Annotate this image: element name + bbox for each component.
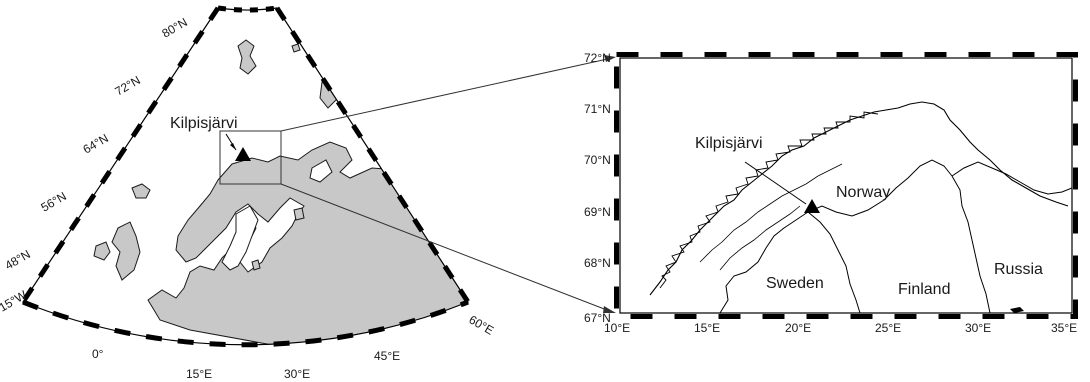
detail-lon-label: 10°E bbox=[604, 321, 630, 335]
detail-lon-label: 25°E bbox=[875, 321, 901, 335]
overview-lon-label: 45°E bbox=[374, 349, 400, 363]
overview-frame-top bbox=[217, 5, 278, 13]
detail-site-label: Kilpisjärvi bbox=[695, 135, 763, 152]
overview-map: Kilpisjärvi 80°N 72°N 64°N 56°N 48°N 15°… bbox=[0, 5, 497, 381]
detail-lon-label: 30°E bbox=[965, 321, 991, 335]
country-label-sweden: Sweden bbox=[766, 275, 824, 292]
detail-coastlines bbox=[649, 101, 1072, 313]
overview-lon-label: 30°E bbox=[284, 367, 310, 381]
detail-lon-label: 20°E bbox=[785, 321, 811, 335]
detail-lat-label: 69°N bbox=[584, 205, 611, 219]
connector-line-top bbox=[280, 57, 613, 132]
overview-frame-right bbox=[274, 6, 471, 304]
detail-lat-label: 72°N bbox=[584, 51, 611, 65]
overview-lat-label: 64°N bbox=[81, 131, 111, 157]
country-label-russia: Russia bbox=[994, 261, 1043, 278]
detail-site-pointer bbox=[744, 161, 807, 205]
detail-frame-outline bbox=[619, 57, 1073, 314]
overview-inset-box bbox=[219, 130, 282, 185]
overview-lat-label: 72°N bbox=[113, 73, 143, 99]
overview-lat-label: 56°N bbox=[39, 189, 69, 215]
overview-lat-label: 48°N bbox=[3, 247, 33, 273]
overview-lon-label: 0° bbox=[92, 347, 104, 361]
overview-pointer-arrowhead bbox=[230, 143, 236, 150]
connector-arrowhead-bottom bbox=[603, 306, 616, 313]
detail-lon-label: 35°E bbox=[1051, 321, 1077, 335]
connector-arrowhead-top bbox=[604, 55, 616, 62]
overview-site-label: Kilpisjärvi bbox=[170, 115, 238, 132]
detail-map: Kilpisjärvi Norway Sweden Finland Russia… bbox=[584, 51, 1078, 335]
detail-lat-label: 67°N bbox=[584, 311, 611, 325]
detail-lat-label: 70°N bbox=[584, 153, 611, 167]
detail-frame-ticks bbox=[614, 52, 1078, 319]
overview-frame-left bbox=[20, 6, 221, 304]
detail-lat-label: 71°N bbox=[584, 102, 611, 116]
connector-line-bottom bbox=[280, 183, 613, 313]
country-label-norway: Norway bbox=[836, 184, 890, 201]
detail-lon-label: 15°E bbox=[694, 321, 720, 335]
overview-site-marker bbox=[235, 147, 251, 161]
detail-site-marker bbox=[804, 199, 820, 213]
overview-lat-label: 80°N bbox=[160, 15, 190, 41]
overview-land bbox=[93, 39, 468, 345]
detail-lat-label: 68°N bbox=[584, 256, 611, 270]
overview-lon-label: 60°E bbox=[467, 312, 497, 337]
overview-lon-label: 15°E bbox=[186, 367, 212, 381]
country-label-finland: Finland bbox=[898, 281, 950, 298]
overview-lon-label: 15°W bbox=[0, 287, 30, 314]
overview-frame-bottom bbox=[22, 299, 469, 348]
